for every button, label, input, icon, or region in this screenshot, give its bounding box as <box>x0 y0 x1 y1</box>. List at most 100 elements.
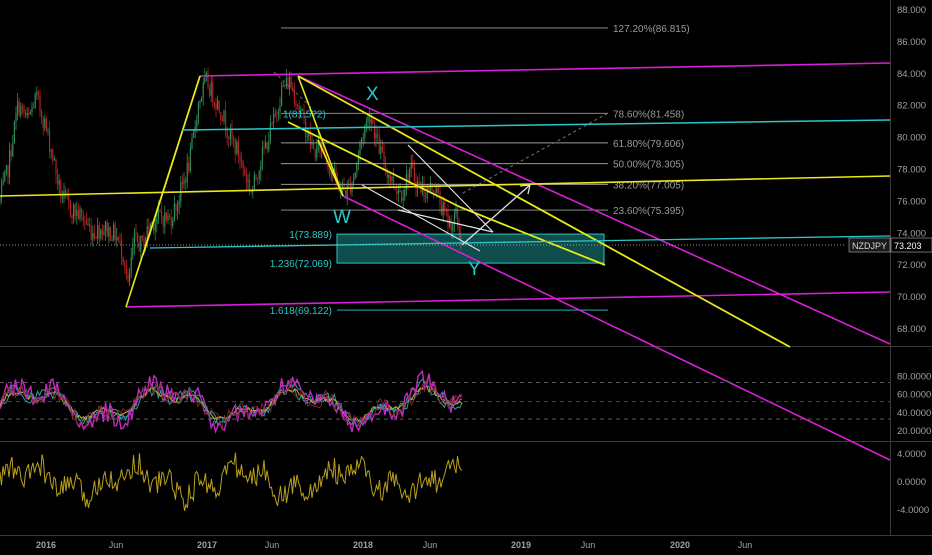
candle-body <box>2 180 4 185</box>
price-panel: 127.20%(86.815) 78.60%(81.458) 61.80%(79.6… <box>0 24 891 461</box>
fib-level-label: 61.80%(79.606) <box>613 139 684 150</box>
pitchfork-line <box>342 195 891 461</box>
candle-body <box>412 162 414 168</box>
candle-body <box>397 191 399 194</box>
time-tick-label: 2019 <box>511 540 531 550</box>
candle-body <box>122 257 124 263</box>
candle-body <box>282 85 284 87</box>
candle-body <box>290 77 292 88</box>
candle-body <box>52 150 54 161</box>
candle-body <box>225 110 227 131</box>
candle-body <box>151 222 153 224</box>
last-price-badge <box>890 237 932 253</box>
panel-separators <box>0 0 932 536</box>
candle-body <box>57 173 59 185</box>
candle-body <box>92 233 94 240</box>
candle-body <box>233 138 235 141</box>
candle-body <box>367 116 369 122</box>
candle-body <box>49 130 51 152</box>
candle-body <box>98 225 100 239</box>
candle-body <box>53 159 55 161</box>
candle-body <box>346 185 348 198</box>
candle-body <box>25 113 27 116</box>
candle-body <box>108 227 110 237</box>
candle-body <box>41 110 43 119</box>
candle-body <box>265 142 267 149</box>
candle-body <box>12 143 14 157</box>
candle-body <box>434 191 436 194</box>
candle-body <box>178 201 180 205</box>
pitchfork-median-line <box>297 75 791 348</box>
candle-body <box>245 174 247 182</box>
candle-body <box>116 237 118 241</box>
candle-body <box>295 103 297 106</box>
candle-body <box>193 130 195 138</box>
candle-body <box>284 85 286 87</box>
cyan-trend-line <box>149 235 891 249</box>
dashed-line <box>273 71 313 109</box>
candle-body <box>341 183 343 188</box>
candle-body <box>212 82 214 103</box>
candle-body <box>210 82 212 96</box>
candle-body <box>242 161 244 169</box>
candle-body <box>249 180 251 191</box>
wave-label-y: Y <box>468 259 481 280</box>
candle-body <box>202 82 204 98</box>
candle-body <box>213 102 215 104</box>
candle-body <box>181 182 183 185</box>
candle-body <box>277 111 279 114</box>
candle-body <box>217 100 219 110</box>
candle-body <box>316 145 318 158</box>
candle-body <box>281 85 283 106</box>
price-tick-label: 72.000 <box>897 260 926 271</box>
fib-level-label: 50.00%(78.305) <box>613 160 684 171</box>
swing-line <box>459 206 606 266</box>
candle-body <box>401 190 403 201</box>
candle-body <box>29 112 31 115</box>
candle-body <box>201 97 203 102</box>
candle-body <box>244 168 246 175</box>
candle-body <box>36 92 38 94</box>
candle-body <box>301 109 303 111</box>
candle-body <box>276 113 278 115</box>
candle-body <box>407 173 409 183</box>
candle-body <box>13 121 15 144</box>
candle-body <box>167 215 169 221</box>
time-tick-label: Jun <box>738 540 753 550</box>
candle-body <box>10 150 12 157</box>
fib-level-label: 38.20%(77.005) <box>613 180 684 191</box>
candle-body <box>159 209 161 212</box>
candle-body <box>146 226 148 239</box>
dashed-line <box>462 111 611 194</box>
candle-body <box>388 174 390 178</box>
projection-arrow <box>527 184 531 195</box>
candle-body <box>84 221 86 222</box>
candle-body <box>300 109 302 111</box>
candle-body <box>426 187 428 199</box>
candle-body <box>439 191 441 206</box>
candle-body <box>330 173 332 175</box>
candle-body <box>409 169 411 183</box>
candle-body <box>226 130 228 138</box>
candle-body <box>436 188 438 194</box>
candle-body <box>79 208 81 219</box>
candle-body <box>364 127 366 138</box>
candle-body <box>287 77 289 90</box>
candle-body <box>209 88 211 96</box>
candle-body <box>234 140 236 154</box>
candle-body <box>103 231 105 235</box>
candle-body <box>55 159 57 174</box>
momentum-line <box>0 452 463 512</box>
candle-body <box>389 174 391 182</box>
projection-arrow <box>519 184 531 187</box>
candle-body <box>269 123 271 141</box>
candle-body <box>418 181 420 183</box>
candle-body <box>447 210 449 227</box>
candle-body <box>369 116 371 123</box>
candle-body <box>396 189 398 194</box>
candle-body <box>133 232 135 247</box>
candle-body <box>77 210 79 219</box>
candle-body <box>191 137 193 149</box>
time-tick-label: Jun <box>109 540 124 550</box>
